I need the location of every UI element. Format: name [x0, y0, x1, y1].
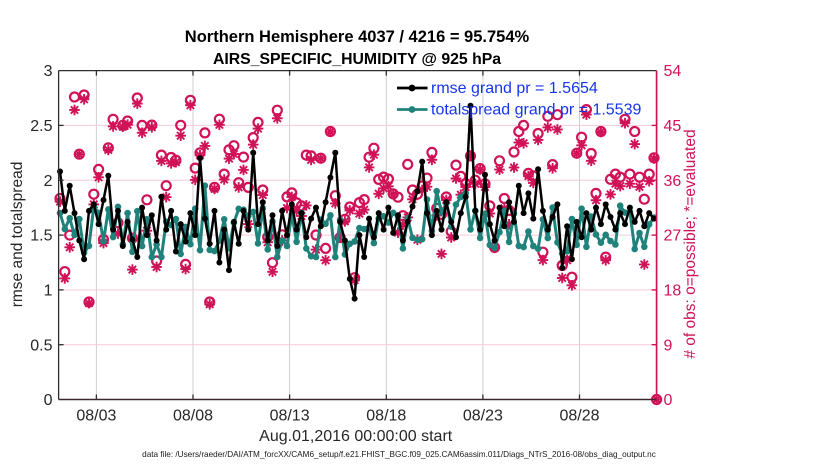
svg-text:Northern Hemisphere 4037 / 421: Northern Hemisphere 4037 / 4216 = 95.754…: [185, 28, 530, 46]
svg-text:0: 0: [664, 392, 673, 409]
svg-text:36: 36: [664, 173, 682, 190]
svg-text:08/18: 08/18: [366, 407, 406, 424]
svg-text:rmse grand pr = 1.5654: rmse grand pr = 1.5654: [431, 80, 598, 97]
svg-text:27: 27: [664, 228, 682, 245]
svg-text:45: 45: [664, 118, 682, 135]
svg-text:2.5: 2.5: [30, 118, 52, 135]
svg-text:54: 54: [664, 63, 682, 80]
svg-text:1: 1: [44, 283, 53, 300]
svg-text:1.5: 1.5: [30, 228, 52, 245]
svg-text:9: 9: [664, 337, 673, 354]
svg-text:08/13: 08/13: [270, 407, 310, 424]
svg-text:3: 3: [44, 63, 53, 80]
svg-text:data file: /Users/raeder/DAI/A: data file: /Users/raeder/DAI/ATM_forcXX/…: [142, 450, 656, 459]
svg-text:2: 2: [44, 173, 53, 190]
svg-text:08/28: 08/28: [559, 407, 599, 424]
svg-text:08/23: 08/23: [463, 407, 503, 424]
svg-text:18: 18: [664, 283, 682, 300]
svg-text:08/08: 08/08: [173, 407, 213, 424]
svg-text:0.5: 0.5: [30, 337, 52, 354]
svg-text:rmse and totalspread: rmse and totalspread: [9, 162, 26, 308]
svg-text:08/03: 08/03: [76, 407, 116, 424]
svg-text:# of obs: o=possible; *=evalua: # of obs: o=possible; *=evaluated: [682, 129, 699, 358]
svg-text:totalspread grand pr = 1.5539: totalspread grand pr = 1.5539: [431, 102, 641, 119]
svg-text:0: 0: [44, 392, 53, 409]
svg-text:Aug.01,2016 00:00:00 start: Aug.01,2016 00:00:00 start: [259, 428, 453, 445]
svg-text:AIRS_SPECIFIC_HUMIDITY @ 925 h: AIRS_SPECIFIC_HUMIDITY @ 925 hPa: [213, 51, 501, 68]
